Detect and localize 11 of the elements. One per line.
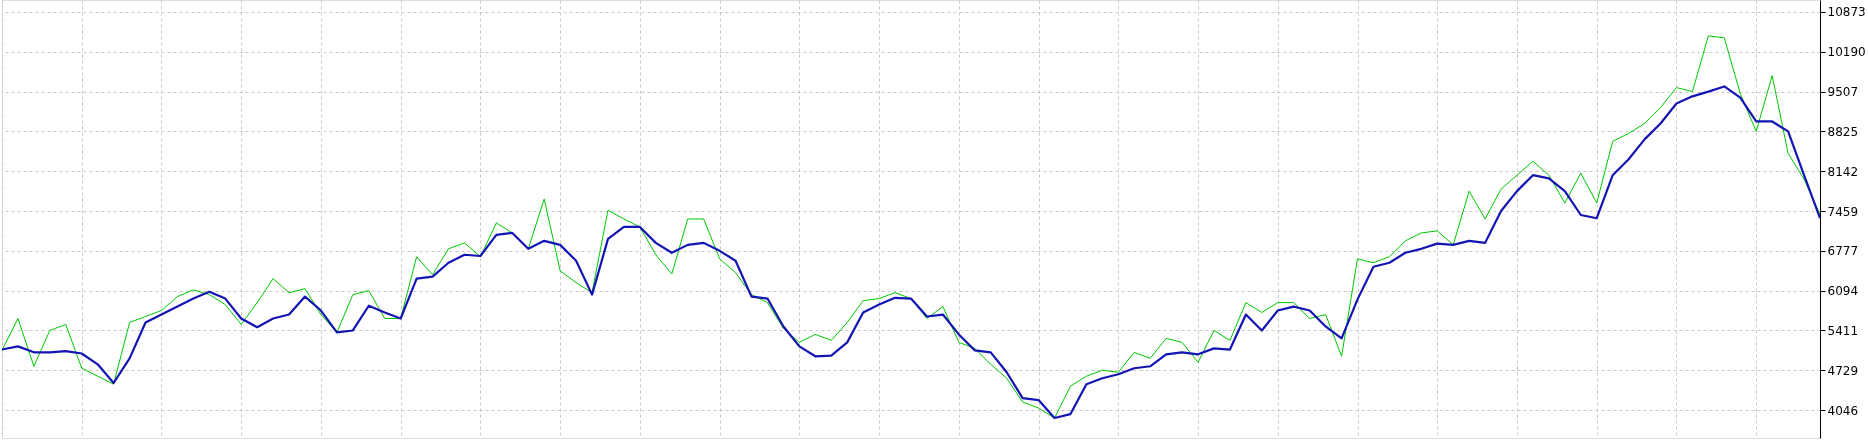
y-tick-label: 5411	[1827, 323, 1859, 338]
y-tick-label: 6094	[1827, 284, 1859, 299]
y-tick-label: 4046	[1827, 403, 1859, 418]
y-tick-label: 9507	[1827, 85, 1859, 100]
y-tick-label: 8825	[1827, 124, 1859, 139]
y-tick-label: 7459	[1827, 204, 1859, 219]
y-tick-label: 8142	[1827, 164, 1859, 179]
y-tick-label: 6777	[1827, 244, 1859, 259]
y-tick-label: 10873	[1827, 5, 1866, 20]
y-tick-label: 4729	[1827, 363, 1859, 378]
y-tick-label: 10190	[1827, 45, 1866, 60]
